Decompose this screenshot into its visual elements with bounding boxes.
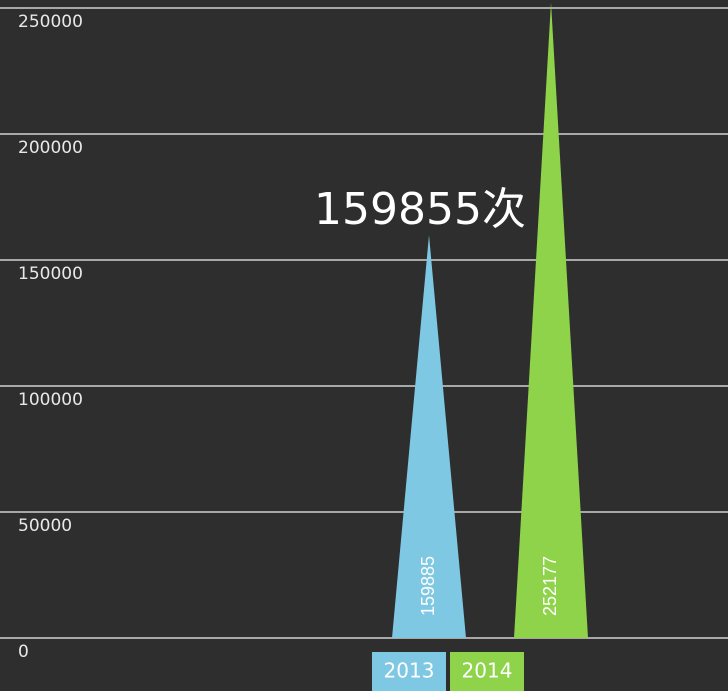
category-box xyxy=(450,652,524,691)
y-tick-label: 200000 xyxy=(18,138,83,158)
bar xyxy=(514,2,588,638)
value-label: 159885 xyxy=(418,556,438,616)
value-label: 252177 xyxy=(540,556,560,616)
category-box xyxy=(372,652,446,691)
y-tick-label: 100000 xyxy=(18,390,83,410)
y-tick-label: 150000 xyxy=(18,264,83,284)
y-tick-label: 250000 xyxy=(18,12,83,32)
annotation: 159855次 xyxy=(314,184,526,235)
y-tick-label: 50000 xyxy=(18,516,72,536)
x-tick-label: 2014 xyxy=(462,659,513,683)
y-tick-label: 0 xyxy=(18,642,29,662)
x-tick-label: 2013 xyxy=(384,659,435,683)
bar xyxy=(392,235,466,639)
